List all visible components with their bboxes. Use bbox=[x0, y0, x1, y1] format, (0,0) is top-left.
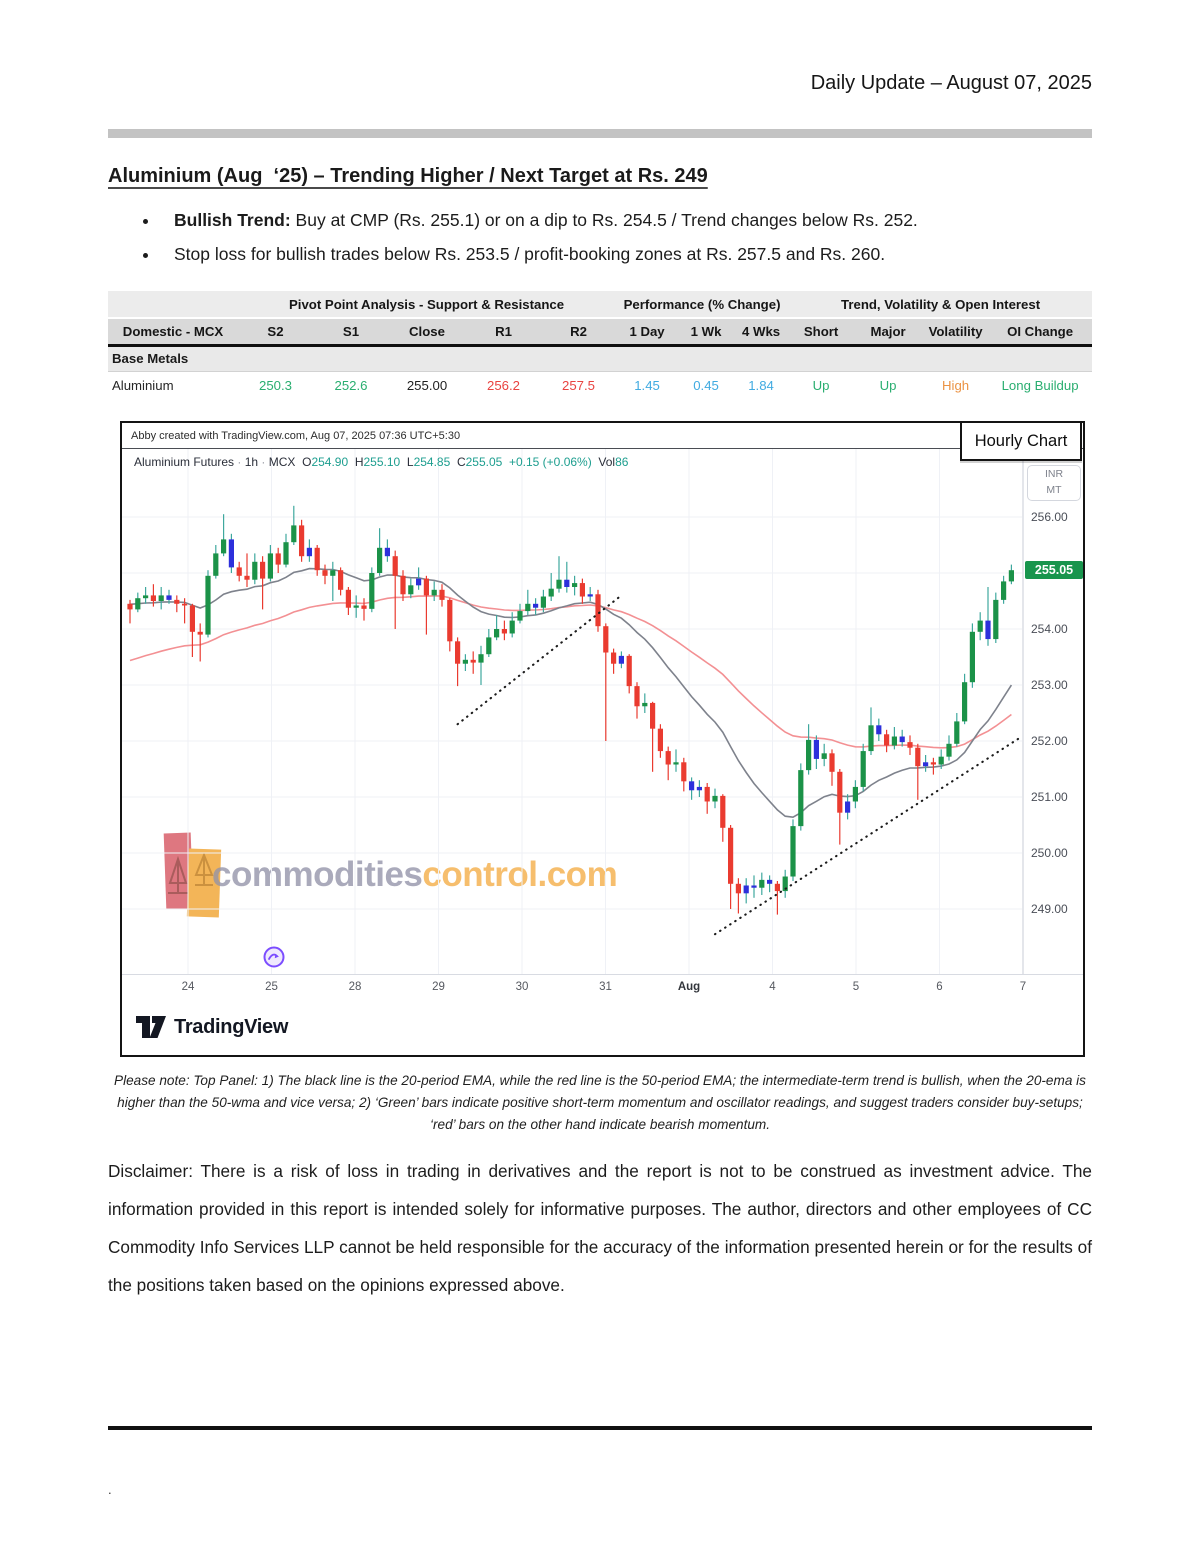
units-box: INR MT bbox=[1027, 465, 1081, 501]
plot-area: commoditiescontrol.com Aluminium Futures… bbox=[122, 449, 1083, 974]
goto-date-marker-icon bbox=[263, 946, 285, 968]
y-axis-tick: 253.00 bbox=[1031, 678, 1068, 692]
footer-dot: . bbox=[108, 1482, 112, 1498]
x-axis-tick: 31 bbox=[599, 981, 612, 993]
commodity-name: Aluminium bbox=[108, 371, 238, 399]
column-header-cell: S1 bbox=[313, 318, 389, 347]
chart-note: Please note: Top Panel: 1) The black lin… bbox=[114, 1073, 1086, 1133]
x-axis-tick: 6 bbox=[936, 981, 943, 993]
x-axis-tick: 24 bbox=[181, 981, 195, 993]
table-column-header-row: Domestic - MCX S2 S1 Close R1 R2 1 Day 1 Wk 4 Wk… bbox=[108, 318, 1093, 347]
group-header-cell bbox=[108, 291, 238, 319]
x-axis-tick: 30 bbox=[515, 981, 529, 993]
chart-legend: Aluminium Futures · 1h · MCX O254.90 H25… bbox=[134, 455, 629, 469]
candlestick-plot bbox=[122, 449, 1023, 974]
x-axis-tick: Aug bbox=[677, 981, 701, 993]
table-cell: 250.3 bbox=[238, 371, 313, 399]
x-axis-tick: 7 bbox=[1019, 981, 1027, 993]
table-section-row: Base Metals bbox=[108, 345, 1093, 372]
x-axis-tick: 25 bbox=[265, 981, 278, 993]
y-axis-tick: 254.00 bbox=[1031, 622, 1068, 636]
table-row: Aluminium 250.3 252.6 255.00 256.2 257.5 1.45 0… bbox=[108, 371, 1093, 399]
x-axis-tick: 28 bbox=[348, 981, 362, 993]
header-date: Daily Update – August 07, 2025 bbox=[810, 72, 1092, 94]
table-cell: Long Buildup bbox=[988, 371, 1093, 399]
table-cell: High bbox=[923, 371, 989, 399]
x-axis-tick: 4 bbox=[769, 981, 776, 993]
table-cell: 252.6 bbox=[313, 371, 389, 399]
hourly-chart-label: Hourly Chart bbox=[960, 421, 1082, 461]
commoditiescontrol-watermark: commoditiescontrol.com bbox=[162, 829, 618, 921]
column-header-cell: 1 Wk bbox=[679, 318, 734, 347]
price-chart: Hourly Chart Abby created with TradingVi… bbox=[120, 421, 1085, 1057]
footer-rule bbox=[108, 1426, 1092, 1431]
column-header-cell: Major bbox=[853, 318, 924, 347]
y-axis-tick: 251.00 bbox=[1031, 790, 1068, 804]
bullet-bullish-trend: Bullish Trend: Buy at CMP (Rs. 255.1) or… bbox=[160, 210, 1092, 231]
bullet-text: Stop loss for bullish trades below Rs. 2… bbox=[174, 244, 886, 264]
page-title: Aluminium (Aug ‘25) – Trending Higher / … bbox=[108, 165, 708, 187]
x-axis-tick: 29 bbox=[432, 981, 445, 993]
group-header-cell: Performance (% Change) bbox=[615, 291, 790, 319]
column-header-cell: Close bbox=[389, 318, 465, 347]
table-cell: Up bbox=[789, 371, 854, 399]
top-divider bbox=[108, 129, 1092, 138]
watermark-text-1: commodities bbox=[212, 855, 423, 894]
x-axis-tick: 5 bbox=[852, 981, 860, 993]
table-cell: Up bbox=[853, 371, 924, 399]
watermark-text-2: control.com bbox=[422, 855, 618, 894]
unit-currency: INR bbox=[1044, 468, 1064, 481]
chart-footer: TradingView bbox=[122, 1000, 1083, 1054]
table-cell: 1.84 bbox=[733, 371, 790, 399]
unit-measure: MT bbox=[1046, 484, 1062, 496]
tradingview-logo-text: TradingView bbox=[174, 1015, 289, 1038]
table-cell: 257.5 bbox=[542, 371, 616, 399]
disclaimer: Disclaimer: There is a risk of loss in t… bbox=[108, 1161, 1092, 1295]
column-header-cell: Volatility bbox=[923, 318, 989, 347]
column-header-cell: Domestic - MCX bbox=[108, 318, 238, 347]
y-axis-tick: 250.00 bbox=[1031, 846, 1068, 860]
column-header-cell: R2 bbox=[542, 318, 616, 347]
group-header-cell: Trend, Volatility & Open Interest bbox=[789, 291, 1093, 319]
summary-bullets: Bullish Trend: Buy at CMP (Rs. 255.1) or… bbox=[108, 210, 1092, 265]
bullet-text: Buy at CMP (Rs. 255.1) or on a dip to Rs… bbox=[290, 210, 918, 230]
table-cell: 1.45 bbox=[615, 371, 680, 399]
table-cell: 256.2 bbox=[465, 371, 542, 399]
column-header-cell: Short bbox=[789, 318, 854, 347]
column-header-cell: R1 bbox=[465, 318, 542, 347]
table-cell: 255.00 bbox=[389, 371, 465, 399]
table-group-header-row: Pivot Point Analysis - Support & Resista… bbox=[108, 291, 1093, 319]
last-price-badge: 255.05 bbox=[1025, 561, 1083, 580]
bullet-bold-label: Bullish Trend: bbox=[174, 210, 291, 230]
report-page: Daily Update – August 07, 2025 Aluminium… bbox=[108, 0, 1093, 1498]
column-header-cell: OI Change bbox=[988, 318, 1093, 347]
commoditiescontrol-logo-icon bbox=[163, 832, 222, 918]
pivot-analysis-table: Pivot Point Analysis - Support & Resista… bbox=[108, 291, 1093, 399]
time-axis: 24 25 28 29 30 31 Aug 4 5 6 7 bbox=[122, 974, 1083, 1000]
tradingview-logo-icon bbox=[136, 1016, 166, 1038]
chart-attribution: Abby created with TradingView.com, Aug 0… bbox=[122, 423, 1083, 449]
section-label: Base Metals bbox=[108, 345, 1093, 372]
group-header-cell: Pivot Point Analysis - Support & Resista… bbox=[238, 291, 616, 319]
column-header-cell: S2 bbox=[238, 318, 313, 347]
y-axis-tick: 249.00 bbox=[1031, 902, 1068, 916]
price-axis: INR MT 256.00 254.00 253.00 252.00 251.00 250… bbox=[1023, 449, 1083, 974]
bullet-stop-loss: Stop loss for bullish trades below Rs. 2… bbox=[160, 244, 1092, 265]
table-cell: 0.45 bbox=[679, 371, 734, 399]
column-header-cell: 4 Wks bbox=[733, 318, 790, 347]
y-axis-tick: 252.00 bbox=[1031, 734, 1068, 748]
column-header-cell: 1 Day bbox=[615, 318, 680, 347]
y-axis-tick: 256.00 bbox=[1031, 510, 1068, 524]
